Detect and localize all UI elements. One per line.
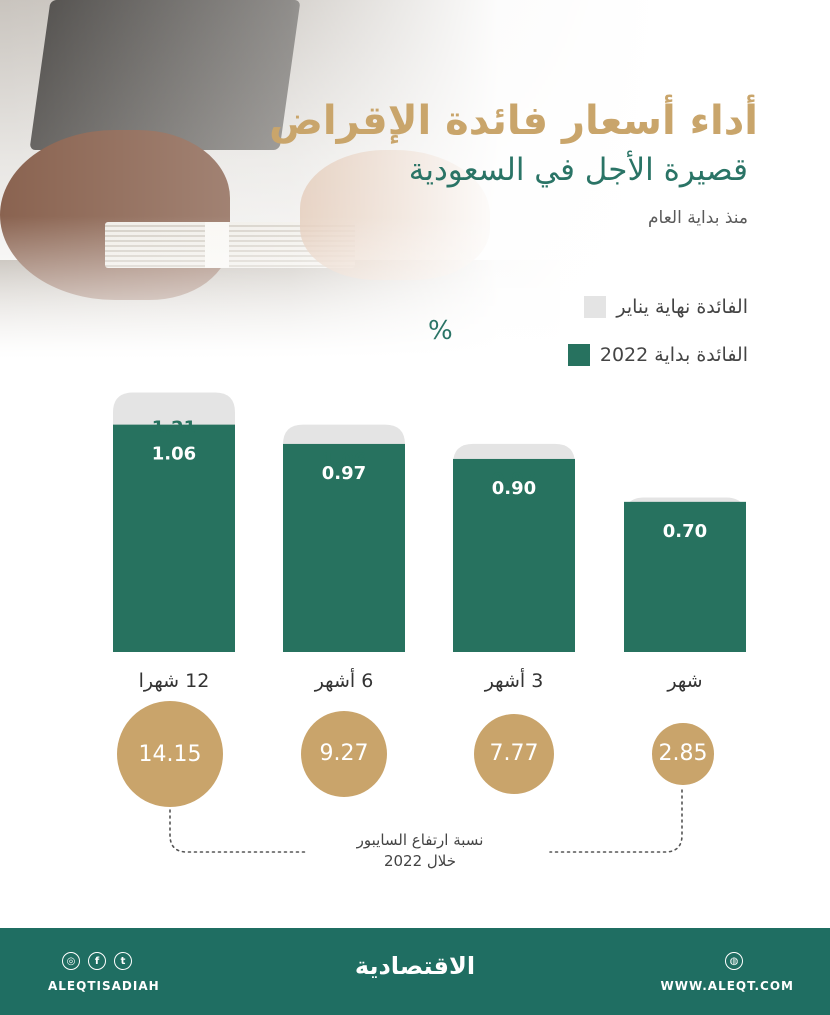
- value-label-end-january: 0.72: [663, 523, 707, 544]
- bar-start-2022: [283, 443, 405, 652]
- background-photo: [0, 0, 830, 360]
- bar-start-2022: [113, 424, 235, 652]
- saibor-note-line1: نسبة ارتفاع السايبور: [356, 831, 484, 849]
- value-label-start-2022: 0.70: [663, 521, 707, 542]
- dotted-connector-right: [549, 789, 683, 853]
- period-note: منذ بداية العام: [648, 208, 748, 228]
- legend-swatch: [567, 344, 590, 366]
- saibor-bubble: 7.77: [473, 713, 555, 795]
- chart-title: أداء أسعار فائدة الإقراض: [269, 98, 758, 144]
- dotted-connector-left: [169, 809, 306, 853]
- legend-label: الفائدة نهاية يناير: [616, 296, 748, 318]
- value-label-end-january: 0.97: [492, 469, 536, 490]
- saibor-note-line2: خلال 2022: [383, 852, 457, 870]
- value-label-start-2022: 1.06: [152, 444, 196, 465]
- saibor-note: نسبة ارتفاع السايبور خلال 2022: [330, 830, 510, 872]
- brand-logo: الاقتصادية: [354, 952, 476, 980]
- category-label: 12 شهرا: [138, 670, 210, 692]
- globe-icon: ◍: [725, 952, 743, 970]
- saibor-bubble: 9.27: [300, 710, 388, 798]
- value-label-start-2022: 0.97: [322, 463, 366, 484]
- legend-swatch: [584, 296, 607, 318]
- value-label-start-2022: 0.90: [492, 478, 536, 499]
- bar-start-2022: [453, 458, 575, 652]
- instagram-icon[interactable]: ◎: [62, 952, 80, 970]
- category-label: 6 أشهر: [314, 670, 374, 692]
- website-link[interactable]: WWW.ALEQT.COM: [660, 979, 794, 993]
- social-handle[interactable]: ALEQTISADIAH: [48, 979, 160, 993]
- footer-bar: [0, 928, 830, 1015]
- saibor-bubble: 2.85: [652, 723, 714, 785]
- saibor-bubble: 14.15: [117, 701, 223, 807]
- unit-label: %: [428, 316, 453, 346]
- facebook-icon[interactable]: f: [88, 952, 106, 970]
- chart-subtitle: قصيرة الأجل في السعودية: [408, 152, 748, 188]
- legend-label: الفائدة بداية 2022: [599, 344, 748, 366]
- category-label: شهر: [667, 670, 703, 692]
- value-label-end-january: 1.06: [322, 450, 366, 471]
- category-label: 3 أشهر: [484, 670, 544, 692]
- twitter-icon[interactable]: t: [114, 952, 132, 970]
- legend-item-end-january: الفائدة نهاية يناير: [584, 296, 748, 318]
- bar-start-2022: [624, 501, 746, 652]
- legend-item-start-2022: الفائدة بداية 2022: [567, 344, 748, 366]
- value-label-end-january: 1.21: [152, 417, 196, 438]
